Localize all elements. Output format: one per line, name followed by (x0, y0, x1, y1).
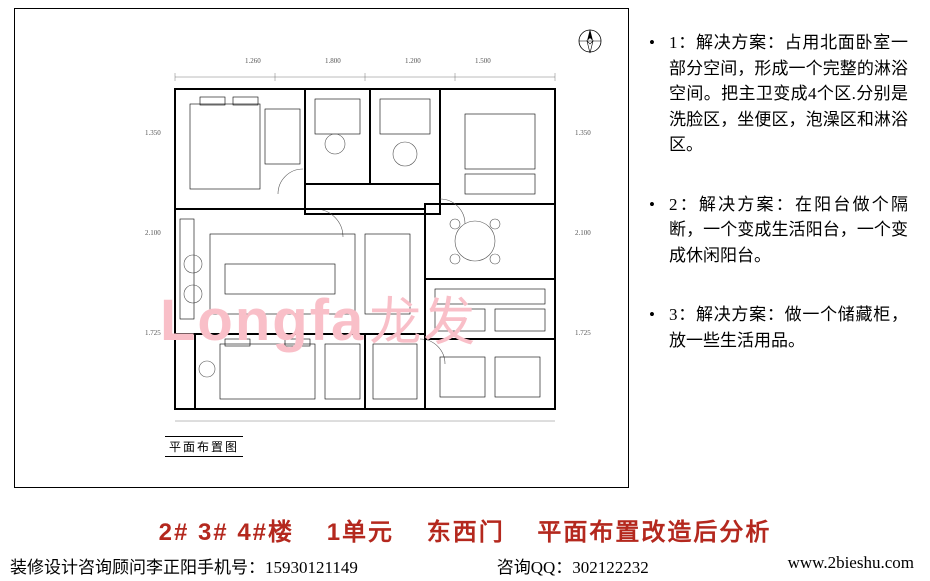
bullet-1: 1：解决方案：占用北面卧室一部分空间，形成一个完整的淋浴空间。把主卫变成4个区.… (645, 30, 908, 158)
dim-right-2: 2.100 (575, 229, 591, 237)
dim-top-1: 1.260 (245, 57, 261, 65)
footer-qq: 咨询QQ：302122232 (497, 553, 649, 578)
title-seg-4: 平面布置改造后分析 (537, 519, 771, 546)
title-seg-3: 东西门 (427, 519, 505, 546)
bullet-2: 2：解决方案：在阳台做个隔断，一个变成生活阳台，一个变成休闲阳台。 (645, 192, 908, 269)
title-row: 2# 3# 4#楼 1单元 东西门 平面布置改造后分析 (0, 512, 930, 547)
dim-left-1: 1.350 (145, 129, 161, 137)
plan-label: 平面布置图 (165, 436, 243, 457)
bullet-3: 3：解决方案：做一个储藏柜，放一些生活用品。 (645, 302, 908, 353)
notes-panel: 1：解决方案：占用北面卧室一部分空间，形成一个完整的淋浴空间。把主卫变成4个区.… (635, 0, 930, 500)
dim-left-2: 2.100 (145, 229, 161, 237)
compass-icon (576, 27, 604, 55)
title-seg-1: 2# 3# 4#楼 (159, 519, 294, 546)
dim-top-3: 1.200 (405, 57, 421, 65)
footer-contact: 装修设计咨询顾问李正阳手机号：15930121149 (10, 553, 358, 578)
dim-right-1: 1.350 (575, 129, 591, 137)
plan-frame: 1.260 1.800 1.200 1.500 1.350 2.100 1.72… (14, 8, 629, 488)
dim-left-3: 1.725 (145, 329, 161, 337)
title-seg-2: 1单元 (327, 519, 394, 546)
dim-right-3: 1.725 (575, 329, 591, 337)
dim-top-4: 1.500 (475, 57, 491, 65)
floorplan-panel: 1.260 1.800 1.200 1.500 1.350 2.100 1.72… (0, 0, 635, 500)
footer-row: 装修设计咨询顾问李正阳手机号：15930121149 咨询QQ：30212223… (0, 553, 930, 578)
footer-url: www.2bieshu.com (788, 553, 920, 578)
solution-list: 1：解决方案：占用北面卧室一部分空间，形成一个完整的淋浴空间。把主卫变成4个区.… (645, 30, 908, 353)
floorplan-svg (165, 69, 565, 439)
dim-top-2: 1.800 (325, 57, 341, 65)
